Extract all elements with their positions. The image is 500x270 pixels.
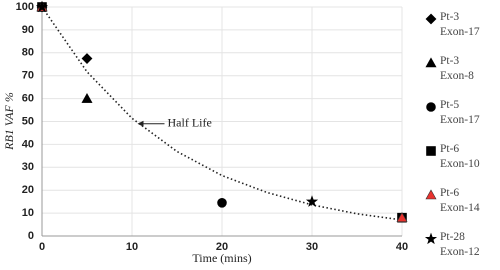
legend-item: Pt-28 Exon-12 xyxy=(424,224,498,268)
trend-line xyxy=(41,6,403,221)
point xyxy=(35,0,49,13)
legend-marker xyxy=(425,189,437,200)
y-tick-label: 40 xyxy=(22,138,34,150)
point xyxy=(217,197,227,208)
x-tick-label: 40 xyxy=(396,241,408,253)
y-tick-label: 60 xyxy=(22,93,34,105)
y-tick-label: 30 xyxy=(22,161,34,173)
legend-item: Pt-3 Exon-17 xyxy=(425,4,498,48)
legend-marker xyxy=(426,102,436,112)
point xyxy=(425,13,437,25)
point xyxy=(426,102,436,112)
chart: Time (mins) RB1 VAF % 0 10 20 30 40 50 60 70 80 9… xyxy=(2,0,408,265)
x-tick-label: 0 xyxy=(39,241,45,253)
legend-marker xyxy=(426,146,436,156)
legend: Pt-3 Exon-17 Pt-3 Exon-8 Pt-5 Exon-17 Pt-6 … xyxy=(424,4,498,268)
point xyxy=(426,146,436,156)
point xyxy=(305,195,319,207)
annotation-arrowhead xyxy=(137,120,144,127)
y-tick-label: 100 xyxy=(16,1,34,13)
x-axis-title: Time (mins) xyxy=(192,251,251,265)
legend-label: Pt-28 Exon-12 xyxy=(440,231,480,258)
point xyxy=(425,189,437,200)
legend-marker xyxy=(425,57,437,68)
point xyxy=(425,57,437,68)
y-tick-label: 80 xyxy=(22,47,34,59)
legend-label: Pt-3 Exon-8 xyxy=(440,55,474,82)
legend-item: Pt-5 Exon-17 xyxy=(426,92,498,136)
x-tick-label: 20 xyxy=(216,241,228,253)
y-tick-label: 0 xyxy=(28,230,34,242)
y-axis-title: RB1 VAF % xyxy=(2,92,16,151)
y-tick-label: 10 xyxy=(22,207,34,219)
legend-item: Pt-6 Exon-10 xyxy=(426,136,498,180)
x-tick-label: 30 xyxy=(306,241,318,253)
y-tick-label: 90 xyxy=(22,24,34,36)
legend-item: Pt-6 Exon-14 xyxy=(425,180,498,224)
point xyxy=(81,53,93,64)
legend-marker xyxy=(424,232,438,245)
legend-marker xyxy=(425,13,437,25)
y-tick-label: 50 xyxy=(22,115,34,127)
legend-label: Pt-6 Exon-10 xyxy=(440,143,480,170)
legend-label: Pt-3 Exon-17 xyxy=(440,11,480,38)
annotation: Half Life xyxy=(168,116,212,130)
point xyxy=(81,92,93,103)
x-tick-label: 10 xyxy=(126,241,138,253)
y-tick-label: 20 xyxy=(22,184,34,196)
y-tick-label: 70 xyxy=(22,70,34,82)
point xyxy=(396,212,408,222)
legend-label: Pt-6 Exon-14 xyxy=(440,187,480,214)
legend-label: Pt-5 Exon-17 xyxy=(440,99,480,126)
point xyxy=(424,232,438,245)
legend-item: Pt-3 Exon-8 xyxy=(425,48,498,92)
